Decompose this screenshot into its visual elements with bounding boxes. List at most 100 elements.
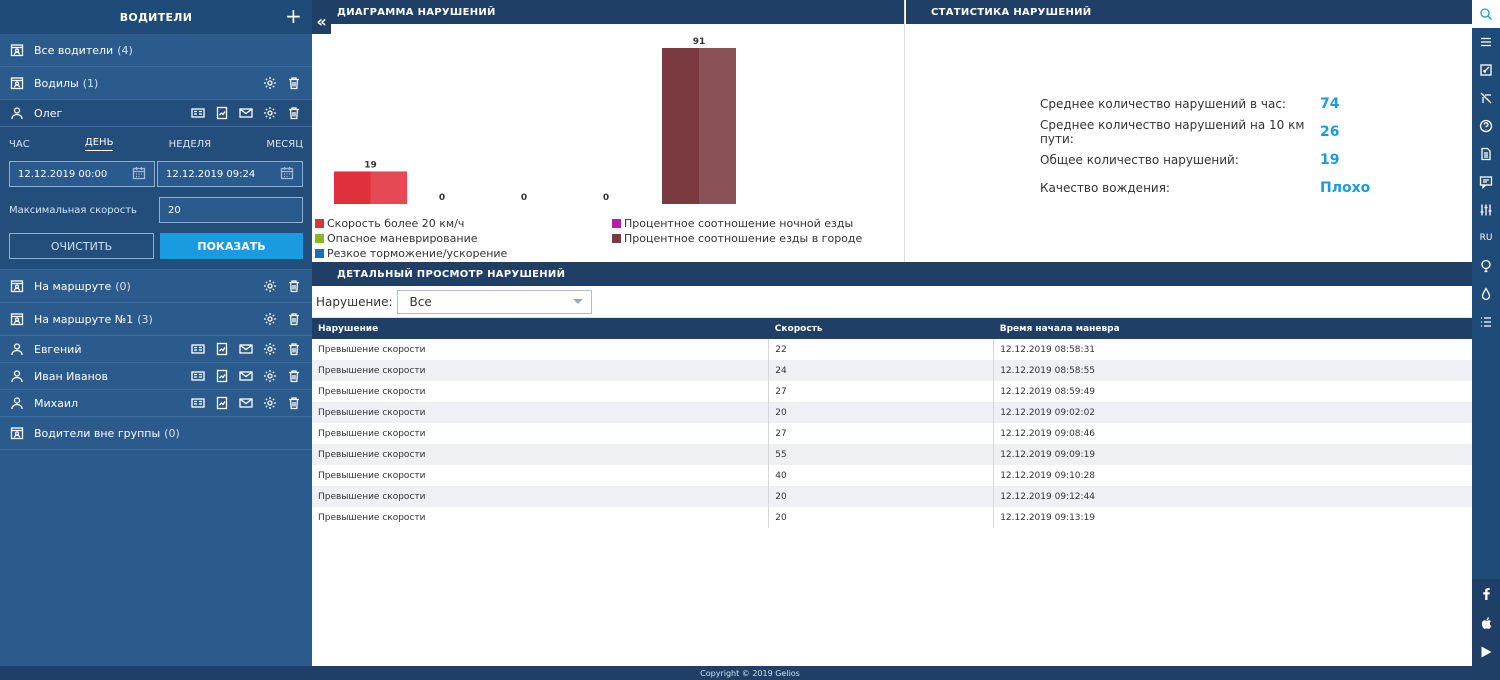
table-cell: Превышение скорости: [312, 465, 770, 486]
help-icon[interactable]: [1472, 112, 1500, 140]
legend-item[interactable]: Скорость более 20 км/ч: [315, 217, 464, 230]
tab-month[interactable]: МЕСЯЦ: [266, 138, 303, 150]
gear-icon[interactable]: [262, 341, 278, 357]
table-row[interactable]: Превышение скорости 40 12.12.2019 09:10:28: [312, 465, 1495, 486]
trash-icon[interactable]: [286, 75, 302, 91]
trash-icon[interactable]: [286, 311, 302, 327]
legend-swatch: [315, 249, 324, 258]
group-icon: [10, 312, 24, 326]
trash-icon[interactable]: [286, 368, 302, 384]
trash-icon[interactable]: [286, 278, 302, 294]
sidebar: ВОДИТЕЛИ + Все водители (4) Водилы (1) Оле…: [0, 0, 312, 666]
driver-row-oleg[interactable]: Олег: [0, 100, 312, 127]
route-icon[interactable]: [1472, 84, 1500, 112]
stat-label: Общее количество нарушений:: [1040, 153, 1239, 167]
driver-row[interactable]: Евгений: [0, 336, 312, 363]
driver-name: Олег: [34, 106, 63, 120]
trash-icon[interactable]: [286, 395, 302, 411]
chart-data-label: 19: [364, 160, 377, 170]
mail-icon[interactable]: [238, 368, 254, 384]
gear-icon[interactable]: [262, 368, 278, 384]
tab-week[interactable]: НЕДЕЛЯ: [168, 138, 212, 150]
group-icon: [10, 279, 24, 293]
group-on-route-1[interactable]: На маршруте №1 (3): [0, 303, 312, 336]
violation-filter-label: Нарушение:: [316, 294, 393, 309]
id-card-icon[interactable]: [190, 105, 206, 121]
legend-item[interactable]: Резкое торможение/ускорение: [315, 247, 507, 260]
message-icon[interactable]: [1472, 168, 1500, 196]
id-card-icon[interactable]: [190, 341, 206, 357]
table-row[interactable]: Превышение скорости 20 12.12.2019 09:12:44: [312, 486, 1495, 507]
legend-swatch: [315, 219, 324, 228]
table-row[interactable]: Превышение скорости 20 12.12.2019 09:13:19: [312, 507, 1495, 528]
facebook-icon[interactable]: [1472, 579, 1500, 608]
id-card-icon[interactable]: [190, 395, 206, 411]
add-icon[interactable]: +: [284, 4, 302, 28]
menu-icon[interactable]: [1472, 28, 1500, 56]
id-card-icon[interactable]: [190, 368, 206, 384]
collapse-sidebar-button[interactable]: «: [312, 8, 331, 34]
apple-icon[interactable]: [1472, 608, 1500, 637]
legend-item[interactable]: Процентное соотношение ночной езды: [612, 217, 853, 230]
chart-data-label: 0: [603, 193, 609, 203]
search-icon[interactable]: [1472, 0, 1500, 28]
trash-icon[interactable]: [286, 105, 302, 121]
sidebar-header: ВОДИТЕЛИ +: [0, 0, 312, 34]
table-cell: Превышение скорости: [312, 402, 770, 423]
column-header[interactable]: Время начала маневра: [993, 318, 1495, 339]
table-row[interactable]: Превышение скорости 27 12.12.2019 09:08:46: [312, 423, 1495, 444]
list-icon[interactable]: [1472, 308, 1500, 336]
violations-chart: 19 0 0 0 91: [334, 37, 736, 204]
gear-icon[interactable]: [262, 105, 278, 121]
clear-button[interactable]: ОЧИСТИТЬ: [9, 233, 154, 259]
report-icon[interactable]: [214, 341, 230, 357]
legend-item[interactable]: Опасное маневрирование: [315, 232, 477, 245]
tab-day[interactable]: ДЕНЬ: [84, 137, 114, 151]
violation-type-select[interactable]: Все: [396, 289, 592, 314]
table-cell: Превышение скорости: [312, 444, 770, 465]
table-row[interactable]: Превышение скорости 55 12.12.2019 09:09:19: [312, 444, 1495, 465]
group-count: (3): [137, 312, 153, 326]
date-to-input[interactable]: 12.12.2019 09:24: [157, 161, 303, 187]
group-name: Водилы: [34, 76, 79, 90]
column-header[interactable]: Скорость: [768, 318, 994, 339]
show-button[interactable]: ПОКАЗАТЬ: [160, 233, 303, 259]
column-header[interactable]: Нарушение: [312, 318, 769, 339]
driver-row[interactable]: Михаил: [0, 390, 312, 417]
table-row[interactable]: Превышение скорости 22 12.12.2019 08:58:31: [312, 339, 1495, 360]
max-speed-input[interactable]: 20: [159, 197, 303, 223]
date-from-input[interactable]: 12.12.2019 00:00: [9, 161, 155, 187]
gear-icon[interactable]: [262, 278, 278, 294]
table-cell: 27: [768, 381, 995, 402]
sliders-icon[interactable]: [1472, 196, 1500, 224]
document-icon[interactable]: [1472, 140, 1500, 168]
tab-hour[interactable]: ЧАС: [9, 138, 30, 150]
balloon-icon[interactable]: [1472, 252, 1500, 280]
driver-name: Евгений: [34, 342, 82, 356]
mail-icon[interactable]: [238, 105, 254, 121]
group-on-route[interactable]: На маршруте (0): [0, 270, 312, 303]
calendar-icon[interactable]: [280, 166, 294, 183]
language-switch[interactable]: RU: [1472, 224, 1500, 252]
group-vodily[interactable]: Водилы (1): [0, 67, 312, 100]
driver-row[interactable]: Иван Иванов: [0, 363, 312, 390]
gear-icon[interactable]: [262, 311, 278, 327]
gear-icon[interactable]: [262, 395, 278, 411]
google-play-icon[interactable]: [1472, 637, 1500, 666]
table-row[interactable]: Превышение скорости 27 12.12.2019 08:59:49: [312, 381, 1495, 402]
edit-icon[interactable]: [1472, 56, 1500, 84]
calendar-icon[interactable]: [132, 166, 146, 183]
drop-icon[interactable]: [1472, 280, 1500, 308]
report-icon[interactable]: [214, 395, 230, 411]
trash-icon[interactable]: [286, 341, 302, 357]
mail-icon[interactable]: [238, 341, 254, 357]
gear-icon[interactable]: [262, 75, 278, 91]
mail-icon[interactable]: [238, 395, 254, 411]
legend-item[interactable]: Процентное соотношение езды в городе: [612, 232, 862, 245]
report-icon[interactable]: [214, 105, 230, 121]
report-icon[interactable]: [214, 368, 230, 384]
table-row[interactable]: Превышение скорости 20 12.12.2019 09:02:02: [312, 402, 1495, 423]
group-outside[interactable]: Водители вне группы (0): [0, 417, 312, 450]
table-row[interactable]: Превышение скорости 24 12.12.2019 08:58:55: [312, 360, 1495, 381]
group-all-drivers[interactable]: Все водители (4): [0, 34, 312, 67]
